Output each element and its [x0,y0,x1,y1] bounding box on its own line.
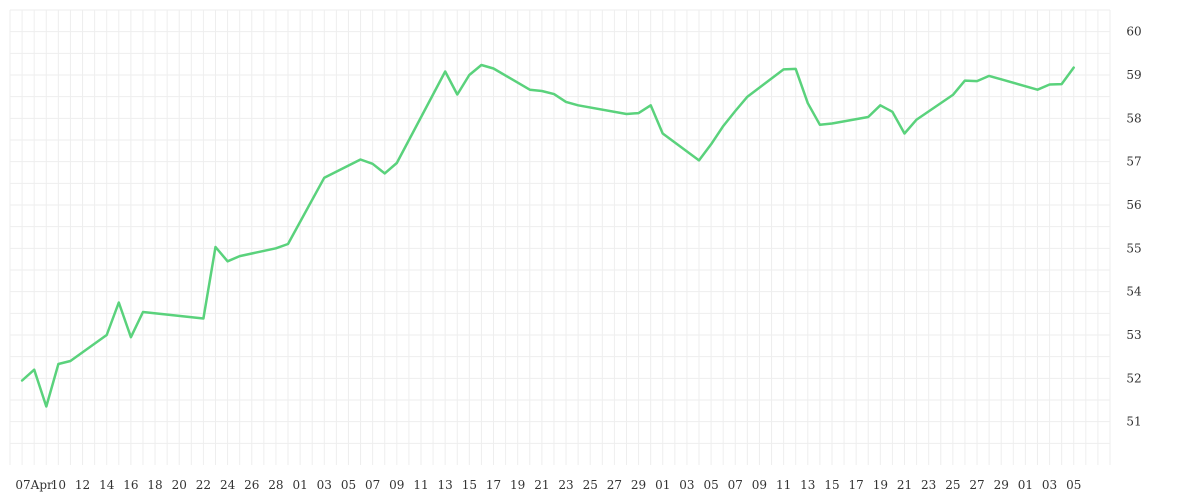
x-tick-label: 03 [317,478,332,492]
x-tick-label: 16 [123,478,138,492]
x-tick-label: 15 [824,478,839,492]
x-tick-label: 12 [75,478,90,492]
x-tick-label: 21 [897,478,912,492]
x-tick-label: 27 [607,478,622,492]
x-tick-label: 05 [1066,478,1081,492]
x-tick-label: 13 [438,478,453,492]
x-tick-label: 03 [679,478,694,492]
grid [9,9,1111,465]
x-tick-label: 23 [921,478,936,492]
x-tick-label: 27 [969,478,984,492]
series-layer [20,63,1075,408]
x-tick-label: 24 [220,478,236,492]
x-tick-label: 07 [728,478,743,492]
x-tick-label: 29 [631,478,646,492]
x-tick-label: 11 [776,478,791,492]
y-tick-label: 58 [1126,111,1141,125]
y-tick-label: 59 [1126,68,1141,82]
x-tick-label: 13 [800,478,815,492]
x-tick-label: 01 [292,478,307,492]
y-tick-label: 57 [1126,155,1141,169]
x-tick-label: 19 [510,478,525,492]
x-tick-label: 07Apr [15,478,53,492]
x-tick-label: 10 [51,478,66,492]
y-tick-label: 51 [1126,415,1141,429]
y-tick-label: 56 [1126,198,1141,212]
x-tick-label: 09 [389,478,404,492]
x-tick-label: 11 [413,478,428,492]
x-tick-label: 29 [994,478,1009,492]
x-tick-label: 09 [752,478,767,492]
x-tick-label: 25 [945,478,960,492]
y-tick-label: 55 [1126,241,1141,255]
x-tick-label: 18 [147,478,162,492]
x-tick-label: 05 [341,478,356,492]
x-tick-label: 17 [849,478,864,492]
series-line [20,63,1075,408]
x-tick-label: 01 [1018,478,1033,492]
x-tick-label: 21 [534,478,549,492]
x-tick-label: 19 [873,478,888,492]
y-tick-label: 52 [1126,371,1141,385]
x-tick-label: 15 [462,478,477,492]
y-axis-ticks: 51 52 53 54 55 56 57 58 59 60 [1126,25,1142,429]
x-tick-label: 05 [703,478,718,492]
x-tick-label: 01 [655,478,670,492]
x-tick-label: 03 [1042,478,1057,492]
x-tick-label: 28 [268,478,283,492]
y-tick-label: 53 [1126,328,1141,342]
x-tick-label: 26 [244,478,259,492]
x-tick-label: 25 [583,478,598,492]
y-tick-label: 60 [1126,25,1141,39]
y-tick-label: 54 [1126,285,1142,299]
x-tick-label: 23 [558,478,573,492]
x-tick-label: 17 [486,478,501,492]
x-tick-label: 20 [172,478,187,492]
x-tick-label: 14 [99,478,115,492]
x-tick-label: 22 [196,478,211,492]
x-tick-label: 07 [365,478,380,492]
